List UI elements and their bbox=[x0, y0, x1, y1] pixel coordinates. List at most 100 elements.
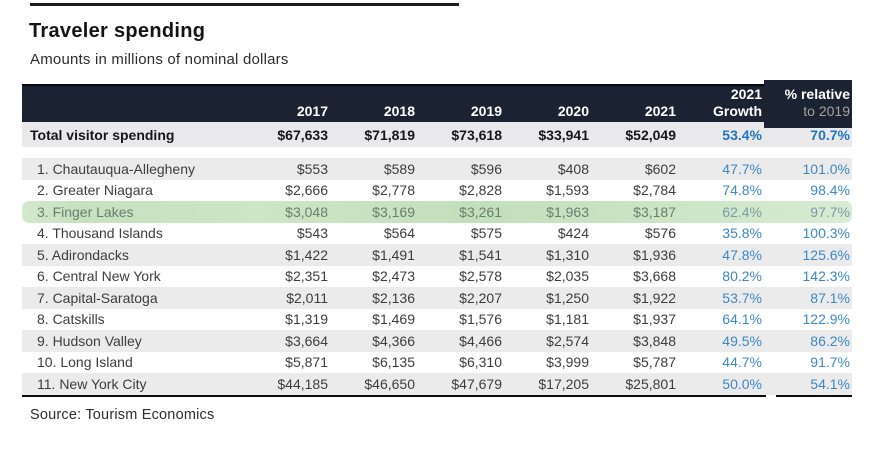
value-2018: $6,135 bbox=[372, 354, 415, 371]
source-note: Source: Tourism Economics bbox=[30, 407, 215, 423]
value-2020: $1,181 bbox=[546, 311, 589, 328]
table-row: 11. New York City $44,185 $46,650 $47,67… bbox=[22, 373, 852, 395]
growth-2021: 62.4% bbox=[722, 203, 762, 220]
value-2019: $575 bbox=[470, 225, 502, 242]
value-2018: $46,650 bbox=[364, 375, 415, 392]
value-2020: $1,963 bbox=[546, 203, 589, 220]
region-name: 1. Chautauqua-Allegheny bbox=[37, 160, 196, 177]
value-2019: $1,541 bbox=[459, 246, 502, 263]
value-2019: $2,207 bbox=[459, 289, 502, 306]
table-row: 2. Greater Niagara $2,666 $2,778 $2,828 … bbox=[22, 179, 852, 201]
column-header-2020: 2020 bbox=[557, 102, 589, 119]
relative-to-2019: 54.1% bbox=[810, 375, 850, 392]
table-row: 7. Capital-Saratoga $2,011 $2,136 $2,207… bbox=[22, 287, 852, 309]
total-growth-2021: 53.4% bbox=[722, 126, 762, 143]
value-2017: $1,319 bbox=[285, 311, 328, 328]
value-2017: $2,666 bbox=[285, 182, 328, 199]
value-2019: $596 bbox=[470, 160, 502, 177]
table-row: 4. Thousand Islands $543 $564 $575 $424 … bbox=[22, 222, 852, 244]
table-row: 6. Central New York $2,351 $2,473 $2,578… bbox=[22, 265, 852, 287]
value-2020: $2,574 bbox=[546, 332, 589, 349]
region-name: 4. Thousand Islands bbox=[37, 225, 163, 242]
column-header-relative-to-2019: % relative to 2019 bbox=[764, 86, 852, 120]
value-2018: $2,136 bbox=[372, 289, 415, 306]
growth-2021: 53.7% bbox=[722, 289, 762, 306]
value-2018: $2,473 bbox=[372, 268, 415, 285]
value-2019: $47,679 bbox=[451, 375, 502, 392]
bottom-rule-relative-segment bbox=[776, 394, 852, 397]
value-2021: $1,937 bbox=[633, 311, 676, 328]
relative-header-line2: to 2019 bbox=[803, 102, 850, 119]
value-2019: $1,576 bbox=[459, 311, 502, 328]
traveler-spending-table: 2017 2018 2019 2020 2021 2021 Growth % r… bbox=[22, 80, 852, 398]
value-2021: $5,787 bbox=[633, 354, 676, 371]
column-header-2019: 2019 bbox=[470, 102, 502, 119]
value-2020: $1,593 bbox=[546, 182, 589, 199]
value-2020: $408 bbox=[557, 160, 589, 177]
relative-column-header-extension bbox=[764, 80, 852, 128]
table-row: 9. Hudson Valley $3,664 $4,366 $4,466 $2… bbox=[22, 330, 852, 352]
value-2020: $3,999 bbox=[546, 354, 589, 371]
bottom-rule-gap bbox=[766, 395, 776, 398]
growth-2021: 44.7% bbox=[722, 354, 762, 371]
header-body-gap bbox=[22, 147, 852, 158]
region-name: 7. Capital-Saratoga bbox=[37, 289, 158, 306]
value-2018: $2,778 bbox=[372, 182, 415, 199]
value-2018: $3,169 bbox=[372, 203, 415, 220]
value-2019: $4,466 bbox=[459, 332, 502, 349]
value-2021: $2,784 bbox=[633, 182, 676, 199]
table-header-row: 2017 2018 2019 2020 2021 2021 Growth % r… bbox=[22, 80, 852, 128]
region-name: 9. Hudson Valley bbox=[37, 332, 142, 349]
table-bottom-rule bbox=[22, 394, 852, 398]
value-2018: $1,469 bbox=[372, 311, 415, 328]
value-2018: $4,366 bbox=[372, 332, 415, 349]
region-name: 5. Adirondacks bbox=[37, 246, 129, 263]
value-2017: $44,185 bbox=[277, 375, 328, 392]
relative-to-2019: 122.9% bbox=[802, 311, 850, 328]
region-name: 3. Finger Lakes bbox=[37, 203, 134, 220]
value-2021: $1,936 bbox=[633, 246, 676, 263]
relative-to-2019: 97.7% bbox=[810, 203, 850, 220]
growth-2021: 49.5% bbox=[722, 332, 762, 349]
bottom-rule-main-segment bbox=[22, 394, 766, 397]
column-header-2021-growth: 2021 Growth bbox=[713, 86, 762, 119]
total-value-2019: $73,618 bbox=[451, 126, 502, 143]
relative-to-2019: 142.3% bbox=[802, 268, 850, 285]
relative-header-line1: % relative bbox=[784, 86, 850, 102]
value-2020: $1,310 bbox=[546, 246, 589, 263]
value-2020: $424 bbox=[557, 225, 589, 242]
value-2020: $2,035 bbox=[546, 268, 589, 285]
value-2017: $543 bbox=[296, 225, 328, 242]
relative-to-2019: 98.4% bbox=[810, 182, 850, 199]
value-2019: $2,828 bbox=[459, 182, 502, 199]
table-row: 5. Adirondacks $1,422 $1,491 $1,541 $1,3… bbox=[22, 244, 852, 266]
region-rows-container: 1. Chautauqua-Allegheny $553 $589 $596 $… bbox=[22, 158, 852, 395]
total-visitor-spending-row: Total visitor spending $67,633 $71,819 $… bbox=[22, 122, 852, 147]
value-2018: $589 bbox=[383, 160, 415, 177]
region-name: 11. New York City bbox=[37, 375, 147, 392]
value-2021: $1,922 bbox=[633, 289, 676, 306]
growth-2021: 47.7% bbox=[722, 160, 762, 177]
region-name: 10. Long Island bbox=[37, 354, 133, 371]
table-row: 8. Catskills $1,319 $1,469 $1,576 $1,181… bbox=[22, 308, 852, 330]
relative-to-2019: 91.7% bbox=[810, 354, 850, 371]
value-2021: $602 bbox=[644, 160, 676, 177]
value-2017: $2,351 bbox=[285, 268, 328, 285]
region-name: 2. Greater Niagara bbox=[37, 182, 153, 199]
value-2019: $2,578 bbox=[459, 268, 502, 285]
value-2017: $1,422 bbox=[285, 246, 328, 263]
value-2020: $17,205 bbox=[538, 375, 589, 392]
total-value-2018: $71,819 bbox=[364, 126, 415, 143]
total-row-label: Total visitor spending bbox=[30, 126, 175, 143]
value-2017: $3,048 bbox=[285, 203, 328, 220]
value-2021: $576 bbox=[644, 225, 676, 242]
relative-to-2019: 86.2% bbox=[810, 332, 850, 349]
value-2019: $3,261 bbox=[459, 203, 502, 220]
page-subtitle: Amounts in millions of nominal dollars bbox=[30, 51, 289, 68]
relative-to-2019: 87.1% bbox=[810, 289, 850, 306]
top-divider-rule bbox=[30, 3, 459, 6]
value-2017: $553 bbox=[296, 160, 328, 177]
value-2019: $6,310 bbox=[459, 354, 502, 371]
growth-2021: 64.1% bbox=[722, 311, 762, 328]
